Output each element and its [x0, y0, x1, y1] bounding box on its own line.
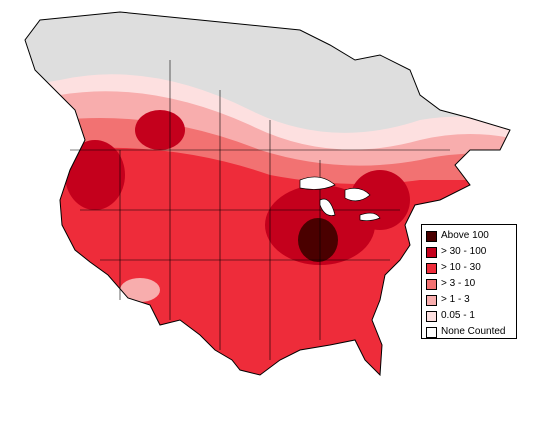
abundance-pale-southwest: [120, 278, 160, 302]
legend-item: > 30 - 100: [426, 244, 513, 260]
legend-label: > 3 - 10: [441, 278, 476, 289]
abundance-blob-west: [65, 140, 125, 210]
legend-swatch: [426, 246, 437, 258]
legend-label: 0.05 - 1: [441, 310, 475, 321]
legend-label: None Counted: [441, 326, 506, 337]
legend-swatch: [426, 262, 437, 274]
legend-item: > 3 - 10: [426, 276, 513, 292]
map-legend: Above 100 > 30 - 100 > 10 - 30 > 3 - 10 > 1 …: [421, 224, 517, 339]
legend-label: > 1 - 3: [441, 294, 470, 305]
legend-swatch: [426, 294, 437, 306]
legend-label: > 10 - 30: [441, 262, 481, 273]
great-lakes: [299, 176, 381, 222]
abundance-core: [298, 218, 338, 262]
state-borders: [70, 60, 450, 360]
legend-swatch: [426, 230, 437, 242]
legend-swatch: [426, 326, 437, 338]
legend-item: 0.05 - 1: [426, 308, 513, 324]
legend-swatch: [426, 278, 437, 290]
legend-item: > 10 - 30: [426, 260, 513, 276]
legend-item: > 1 - 3: [426, 292, 513, 308]
legend-item: Above 100: [426, 228, 513, 244]
continent-outline: [24, 11, 511, 377]
legend-label: Above 100: [441, 230, 489, 241]
legend-label: > 30 - 100: [441, 246, 487, 257]
abundance-blob-north-plains: [135, 110, 185, 150]
legend-swatch: [426, 310, 437, 322]
legend-item: None Counted: [426, 324, 513, 340]
